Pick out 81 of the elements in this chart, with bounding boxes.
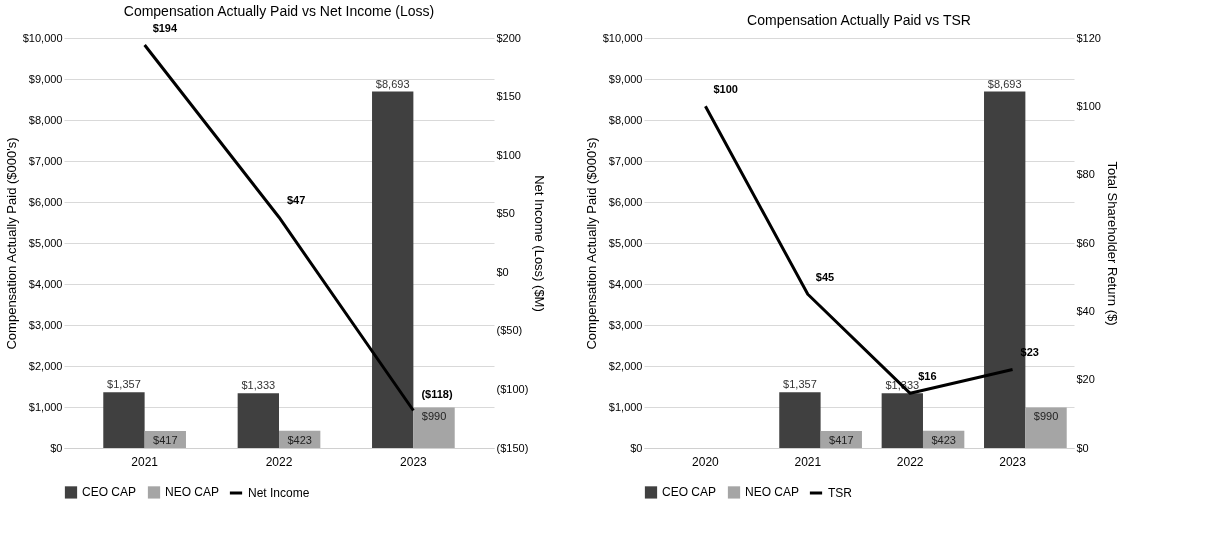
- legend-label: NEO CAP: [165, 485, 220, 500]
- y2-tick-label: $200: [496, 31, 521, 44]
- data-label: $1,357: [107, 378, 141, 391]
- y2-tick-label: $0: [1076, 441, 1089, 454]
- x-tick-label: 2022: [265, 454, 293, 469]
- data-label: $417: [829, 433, 854, 446]
- data-label: $1,357: [783, 378, 817, 391]
- chart-title: Compensation Actually Paid vs TSR: [747, 12, 971, 28]
- line-series: [703, 104, 1015, 395]
- y-tick-label: $2,000: [608, 359, 643, 372]
- y-tick-label: $7,000: [608, 154, 643, 167]
- y2-tick-label: $50: [496, 207, 515, 220]
- y-axis-title: Compensation Actually Paid ($000's): [3, 137, 19, 350]
- y-tick-label: $1,000: [608, 400, 643, 413]
- data-label: $417: [153, 433, 178, 446]
- y2-tick-label: $20: [1076, 373, 1095, 386]
- data-label: ($118): [421, 387, 453, 400]
- legend-label: CEO CAP: [662, 485, 717, 500]
- data-label: $8,693: [375, 77, 410, 90]
- y-tick-label: $8,000: [608, 113, 643, 126]
- y-tick-label: $10,000: [22, 31, 63, 44]
- y2-tick-label: $100: [1076, 99, 1101, 112]
- data-label: $423: [931, 433, 956, 446]
- y-tick-label: $3,000: [608, 318, 643, 331]
- y2-tick-label: ($100): [496, 382, 529, 395]
- data-label: $990: [1033, 410, 1059, 423]
- y-tick-label: $5,000: [28, 236, 63, 249]
- y-tick-label: $8,000: [28, 113, 63, 126]
- y2-tick-label: ($150): [496, 441, 529, 454]
- legend-label: Net Income: [248, 486, 310, 500]
- y2-axis-title: Net Income (Loss) ($M): [532, 175, 548, 312]
- y2-tick-label: $100: [496, 148, 521, 161]
- y2-tick-label: ($50): [496, 324, 523, 337]
- y2-tick-label: $40: [1076, 304, 1095, 317]
- y2-tick-label: $80: [1076, 168, 1095, 181]
- data-label: $990: [421, 410, 447, 423]
- y-tick-label: $9,000: [608, 72, 643, 85]
- bar: [1025, 407, 1067, 448]
- legend-label: TSR: [828, 486, 853, 500]
- y-axis-title: Compensation Actually Paid ($000's): [583, 137, 599, 350]
- data-label: $16: [918, 370, 937, 383]
- y2-tick-label: $150: [496, 90, 521, 103]
- y-tick-label: $6,000: [28, 195, 63, 208]
- x-tick-label: 2021: [131, 454, 159, 469]
- data-label: $8,693: [987, 77, 1022, 90]
- y-tick-label: $5,000: [608, 236, 643, 249]
- y-tick-label: $10,000: [602, 31, 643, 44]
- data-label: $1,333: [241, 379, 276, 392]
- x-tick-label: 2022: [896, 454, 924, 469]
- data-label: $423: [287, 433, 312, 446]
- bar: [779, 392, 821, 448]
- legend-label: NEO CAP: [745, 485, 800, 500]
- y-tick-label: $4,000: [28, 277, 63, 290]
- y-tick-label: $4,000: [608, 277, 643, 290]
- y-tick-label: $7,000: [28, 154, 63, 167]
- bar: [372, 91, 414, 448]
- x-tick-label: 2023: [999, 454, 1027, 469]
- y-tick-label: $0: [630, 441, 643, 454]
- y-tick-label: $0: [50, 441, 63, 454]
- data-label: $194: [152, 22, 178, 35]
- data-label: $47: [287, 194, 306, 207]
- data-label: $100: [713, 83, 738, 96]
- y2-tick-label: $0: [496, 265, 509, 278]
- y2-axis-title: Total Shareholder Return ($): [1104, 161, 1120, 326]
- y2-tick-label: $60: [1076, 236, 1095, 249]
- y-tick-label: $3,000: [28, 318, 63, 331]
- x-tick-label: 2021: [794, 454, 822, 469]
- bar: [237, 393, 279, 448]
- y-tick-label: $6,000: [608, 195, 643, 208]
- bar: [103, 392, 145, 448]
- data-label: $45: [815, 271, 835, 284]
- bar: [413, 407, 455, 448]
- y-tick-label: $9,000: [28, 72, 63, 85]
- y2-tick-label: $120: [1076, 31, 1101, 44]
- legend-label: CEO CAP: [82, 485, 137, 500]
- y-tick-label: $2,000: [28, 359, 63, 372]
- chart-title: Compensation Actually Paid vs Net Income (Loss): [123, 3, 435, 20]
- x-tick-label: 2020: [692, 454, 720, 469]
- x-tick-label: 2023: [400, 454, 428, 469]
- y-tick-label: $1,000: [28, 400, 63, 413]
- bar: [881, 393, 923, 448]
